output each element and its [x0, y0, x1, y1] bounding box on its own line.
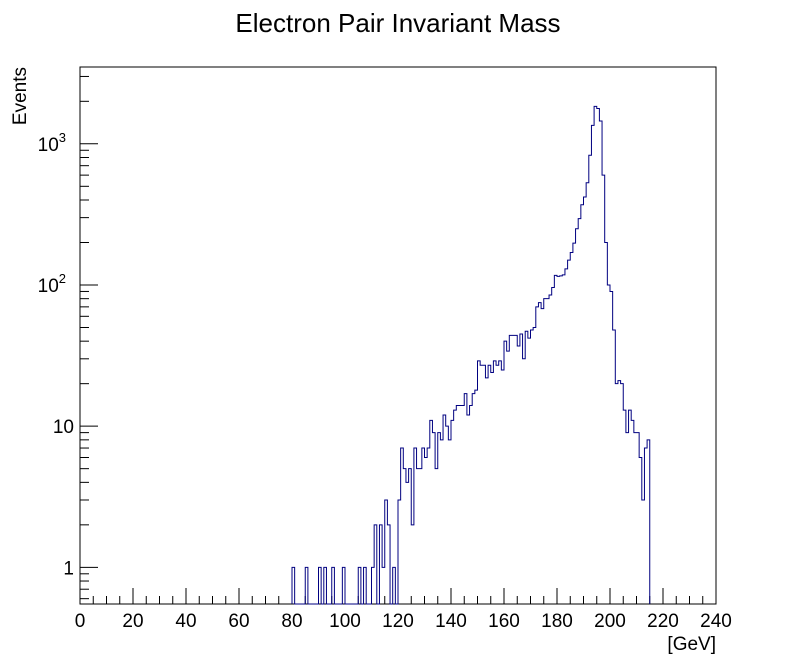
x-tick-label: 240 — [700, 611, 732, 632]
chart-title: Electron Pair Invariant Mass — [235, 8, 560, 38]
x-tick-label: 20 — [122, 611, 143, 632]
y-axis-label: Events — [10, 67, 31, 125]
x-tick-label: 120 — [382, 611, 414, 632]
x-tick-label: 140 — [435, 611, 467, 632]
x-tick-label: 60 — [228, 611, 249, 632]
x-tick-label: 220 — [647, 611, 679, 632]
x-tick-label: 40 — [175, 611, 196, 632]
x-tick-label: 80 — [281, 611, 302, 632]
y-tick-label: 103 — [38, 130, 66, 156]
x-tick-label: 180 — [541, 611, 573, 632]
y-axis: 1 10 102 103 — [38, 75, 98, 600]
x-tick-label: 200 — [594, 611, 626, 632]
histogram-series-line — [291, 105, 651, 605]
x-axis-label: [GeV] — [667, 634, 716, 655]
y-tick-label: 102 — [38, 271, 66, 297]
x-tick-label: 0 — [75, 611, 86, 632]
y-tick-label: 10 — [53, 417, 74, 438]
x-tick-label: 160 — [488, 611, 520, 632]
y-tick-label: 1 — [63, 558, 74, 579]
x-tick-label: 100 — [329, 611, 361, 632]
x-axis: 0 20 40 60 80 100 120 140 160 180 200 220 240 — [75, 588, 732, 632]
